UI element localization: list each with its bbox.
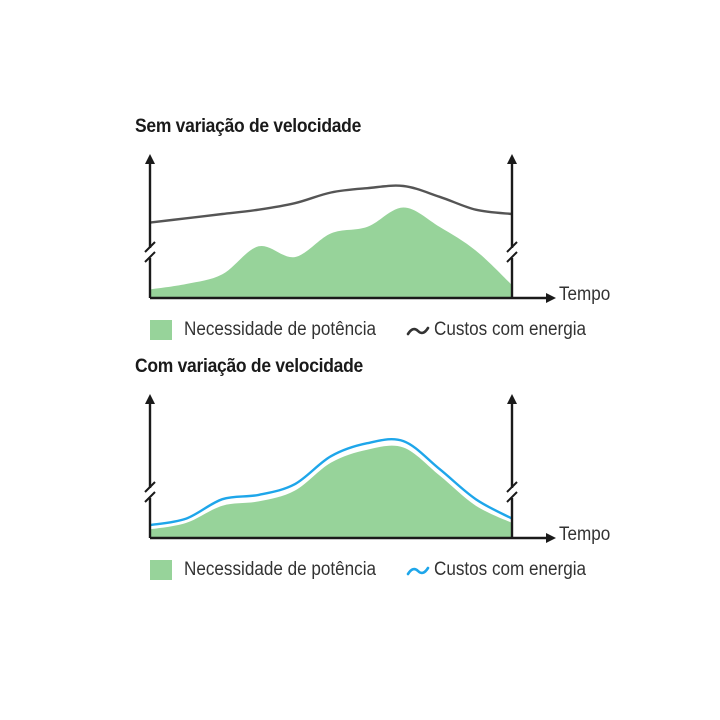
y-axis-left-arrow (145, 394, 155, 404)
x-axis-arrow (546, 533, 556, 543)
legend-label-need: Necessidade de potência (184, 559, 377, 580)
axis-break-left-bottom (144, 491, 156, 503)
chart-title-top: Sem variação de velocidade (135, 116, 362, 137)
axis-break-left-bottom (144, 251, 156, 263)
legend-wave-icon-cost (406, 326, 430, 336)
axis-break-right-gap (506, 488, 518, 498)
line-cost (149, 438, 513, 527)
x-axis-label: Tempo (559, 283, 610, 304)
axis-break-right-bottom (506, 491, 518, 503)
axis-break-left-gap (144, 488, 156, 498)
area-need (150, 207, 512, 298)
axis-break-left-top (144, 241, 156, 253)
axis-break-right-top (506, 481, 518, 493)
x-axis-label: Tempo (559, 523, 610, 544)
x-axis-arrow (546, 293, 556, 303)
line-cost (149, 184, 513, 224)
y-axis-right-arrow (507, 154, 517, 164)
axis-break-right-gap (506, 248, 518, 258)
y-axis-left-arrow (145, 154, 155, 164)
area-need (150, 445, 512, 538)
legend-swatch-need (150, 320, 172, 340)
chart-bottom: Tempo (144, 394, 610, 544)
legend-swatch-need (150, 560, 172, 580)
legend-label-cost: Custos com energia (434, 559, 587, 580)
axis-break-left-top (144, 481, 156, 493)
axis-break-right-top (506, 241, 518, 253)
y-axis-right-arrow (507, 394, 517, 404)
legend-wave-icon-cost (406, 566, 430, 576)
chart-top: Tempo (144, 154, 610, 304)
axis-break-left-gap (144, 248, 156, 258)
axis-break-right-bottom (506, 251, 518, 263)
chart-title-bottom: Com variação de velocidade (135, 356, 363, 377)
legend-label-need: Necessidade de potência (184, 319, 377, 340)
legend-label-cost: Custos com energia (434, 319, 587, 340)
